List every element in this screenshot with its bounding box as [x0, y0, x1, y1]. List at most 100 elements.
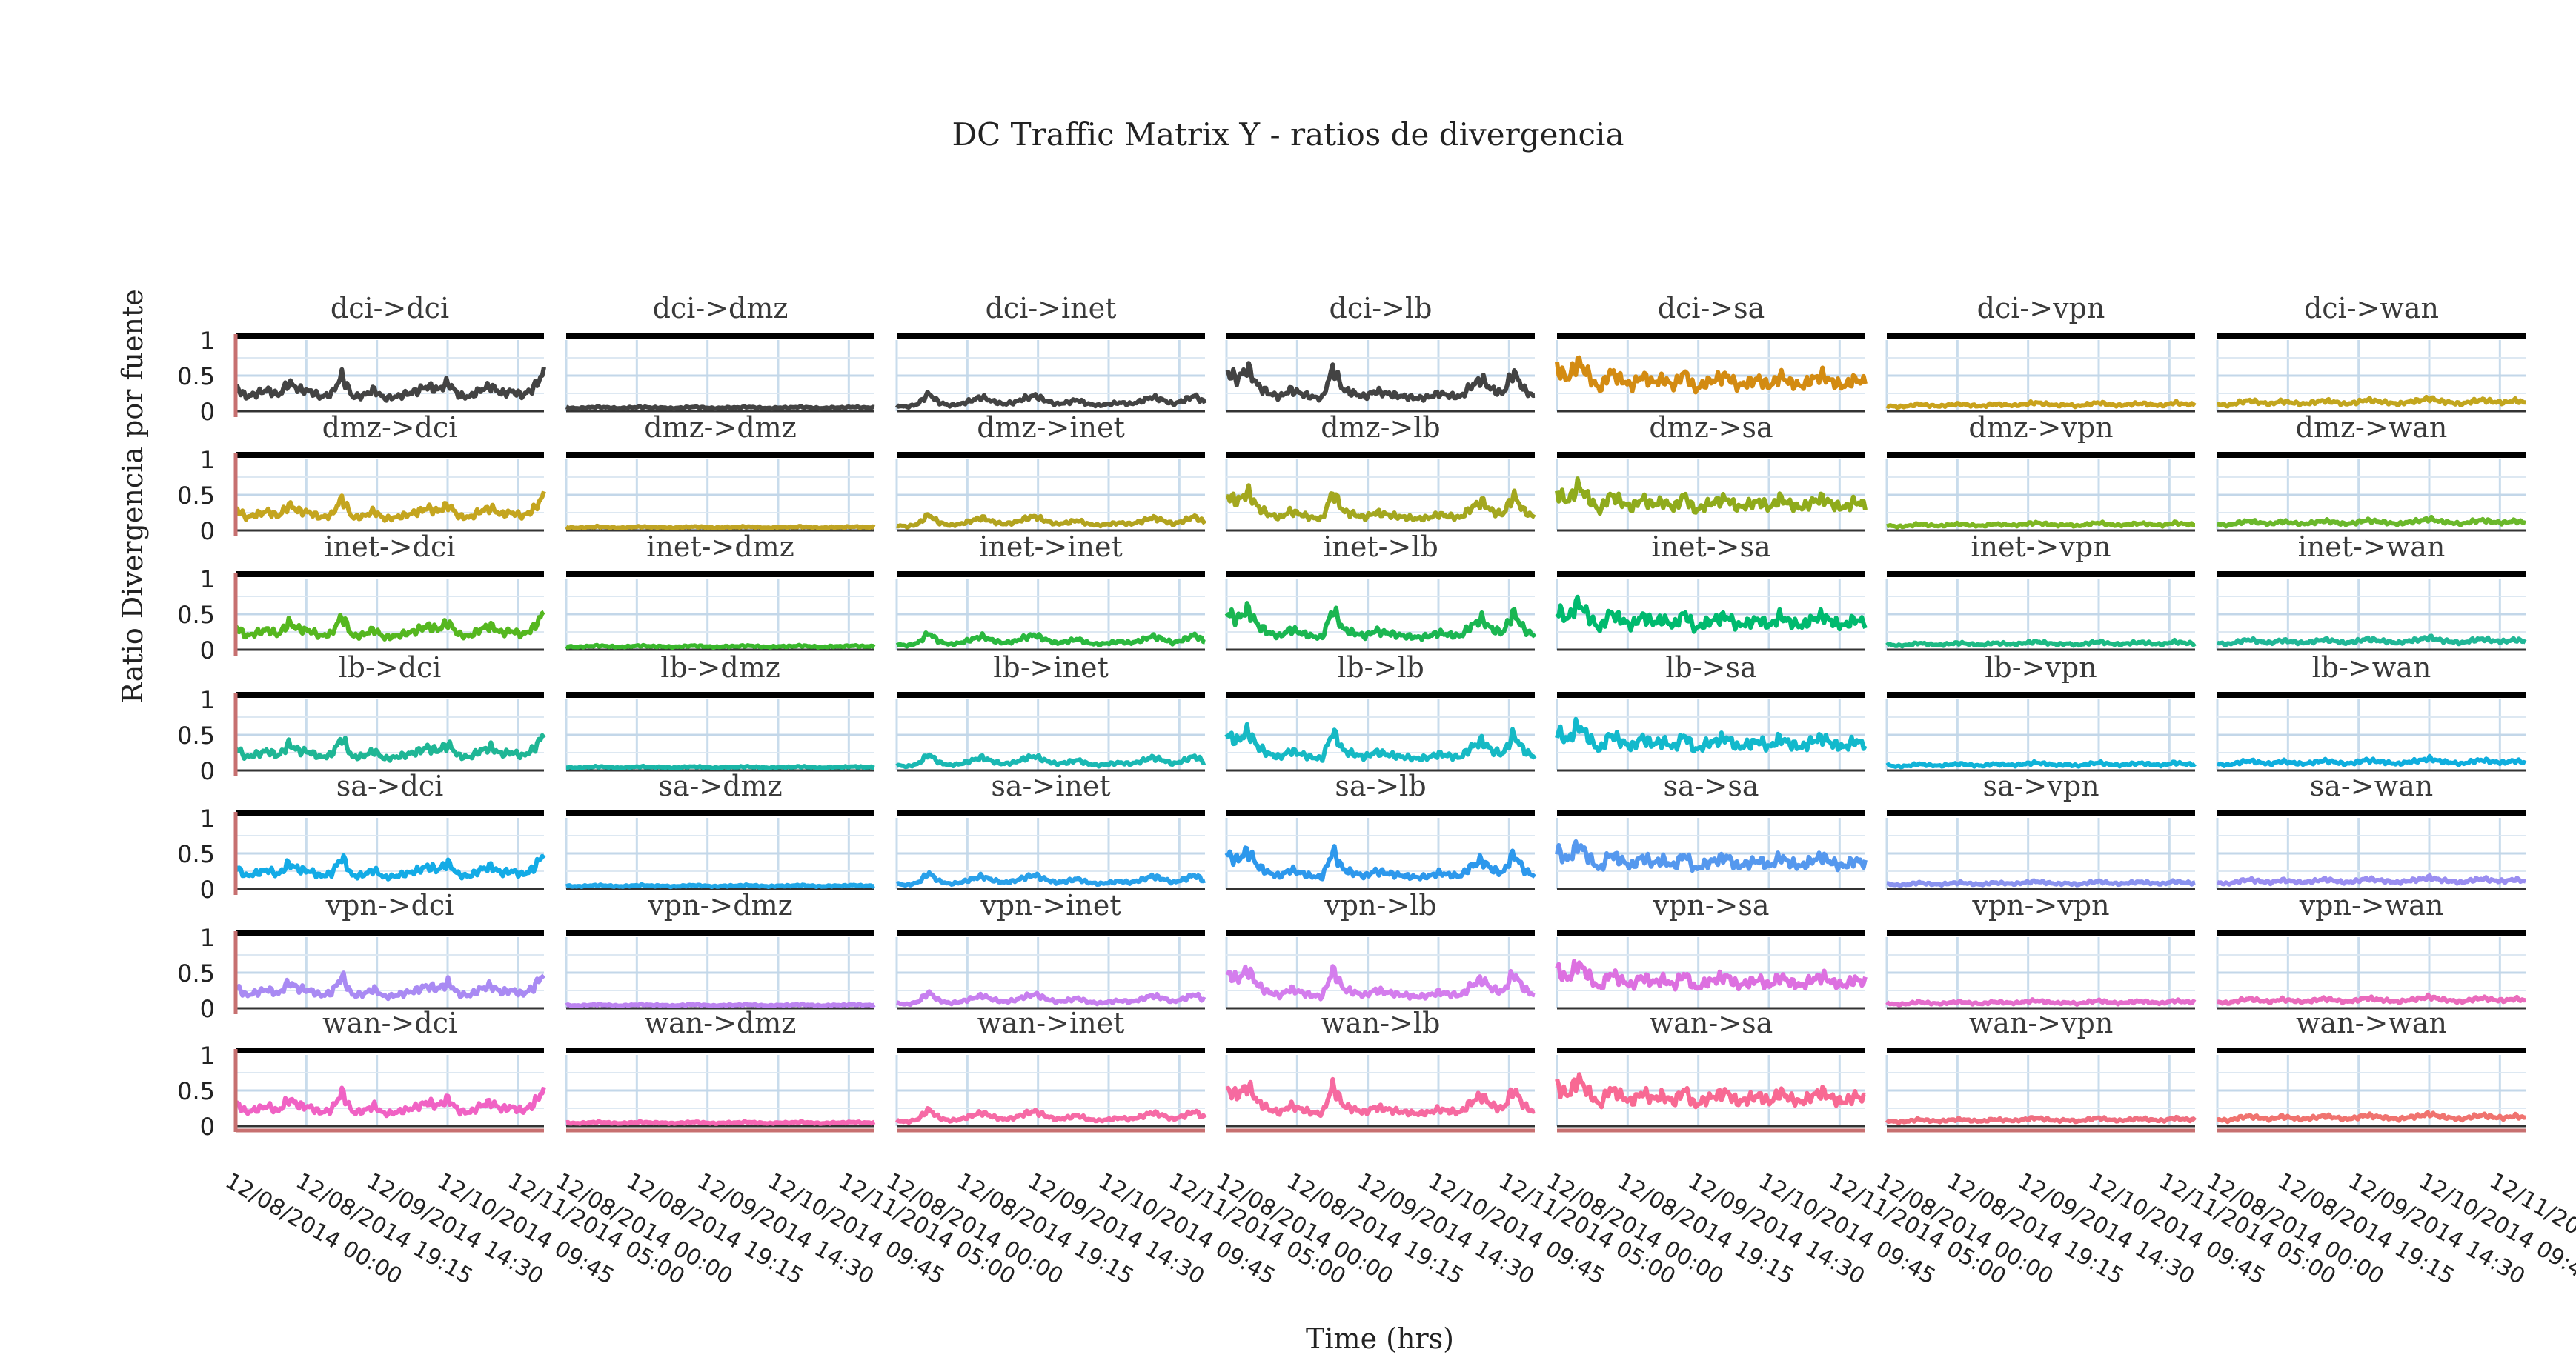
panel-vpn-to-dci: vpn->dci 0 0.5 1: [177, 889, 546, 1023]
panel-title: dmz->wan: [2296, 411, 2448, 444]
panel-title: sa->dmz: [658, 770, 782, 802]
panel-lb-to-sa: lb->sa: [1555, 651, 1868, 772]
panel-title: inet->vpn: [1971, 530, 2111, 563]
series-line: [1886, 519, 2196, 530]
panel-inet-to-dci: inet->dci 0 0.5 1: [177, 530, 545, 665]
y-tick-label: 0: [200, 398, 215, 426]
panel-vpn-to-sa: vpn->sa: [1555, 889, 1868, 1010]
y-axis-label: Ratio Divergencia por fuente: [116, 289, 149, 703]
panel-title: dci->dmz: [653, 292, 789, 324]
x-axis-label: Time (hrs): [1306, 1322, 1454, 1355]
series-line: [2217, 394, 2526, 409]
panel-inet-to-vpn: inet->vpn: [1885, 530, 2197, 651]
series-line: [2217, 753, 2527, 768]
panel-title: sa->vpn: [1982, 770, 2099, 802]
y-tick-label: 0.5: [177, 1077, 215, 1105]
y-tick-label: 1: [200, 327, 215, 355]
panel-title: lb->dmz: [660, 651, 780, 684]
y-tick-label: 0.5: [177, 362, 215, 390]
y-tick-label: 1: [200, 565, 215, 593]
series-line: [565, 404, 875, 411]
series-line: [895, 870, 1206, 888]
panel-title: inet->dmz: [646, 530, 794, 563]
series-line: [1555, 1072, 1866, 1110]
panel-title: vpn->vpn: [1971, 889, 2109, 922]
panel-title: sa->dci: [336, 770, 444, 802]
panel-dmz-to-lb: dmz->lb: [1225, 411, 1536, 532]
series-line: [2217, 992, 2526, 1006]
panel-sa-to-wan: sa->wan: [2216, 770, 2526, 890]
y-tick-label: 0: [200, 876, 215, 904]
panel-title: wan->inet: [977, 1007, 1125, 1039]
panel-dci-to-dmz: dci->dmz: [565, 292, 875, 413]
panel-lb-to-wan: lb->wan: [2216, 651, 2527, 772]
series-line: [894, 390, 1207, 410]
panel-title: dci->sa: [1658, 292, 1765, 324]
panel-dci-to-sa: dci->sa: [1555, 292, 1868, 413]
panel-title: vpn->lb: [1324, 889, 1436, 922]
series-line: [895, 630, 1206, 649]
series-line: [896, 512, 1207, 530]
y-tick-label: 0: [200, 995, 215, 1023]
series-line: [565, 763, 875, 770]
facet-panels: dci->dci 0 0.5 1 dci->dmz dci->inet dci->lb dci…: [177, 292, 2576, 1290]
series-line: [1226, 1076, 1536, 1119]
series-line: [2217, 514, 2526, 529]
panel-title: lb->vpn: [1985, 651, 2097, 684]
series-line: [234, 490, 546, 523]
series-line: [1225, 361, 1536, 403]
series-line: [565, 1119, 876, 1126]
panel-title: wan->dci: [322, 1007, 457, 1039]
panel-dci-to-lb: dci->lb: [1225, 292, 1536, 413]
panel-title: vpn->dmz: [647, 889, 792, 922]
y-tick-label: 0.5: [177, 601, 215, 629]
y-tick-label: 0.5: [177, 722, 215, 750]
panel-dmz-to-vpn: dmz->vpn: [1885, 411, 2196, 532]
series-line: [894, 1106, 1207, 1125]
panel-title: sa->lb: [1335, 770, 1426, 802]
series-line: [1555, 959, 1868, 992]
panel-inet-to-lb: inet->lb: [1224, 530, 1537, 651]
panel-lb-to-dci: lb->dci 0 0.5 1: [177, 651, 546, 785]
panel-title: lb->wan: [2312, 651, 2431, 684]
panel-dci-to-vpn: dci->vpn: [1885, 292, 2197, 413]
y-tick-label: 0: [200, 757, 215, 785]
series-line: [233, 970, 546, 1002]
series-line: [1885, 637, 2197, 649]
panel-sa-to-sa: sa->sa: [1555, 770, 1868, 890]
panel-title: lb->inet: [993, 651, 1109, 684]
y-tick-label: 0: [200, 1113, 215, 1141]
series-line: [896, 989, 1206, 1008]
y-tick-label: 1: [200, 805, 215, 833]
panel-vpn-to-wan: vpn->wan: [2216, 889, 2526, 1010]
panel-dci-to-inet: dci->inet: [894, 292, 1207, 413]
series-line: [233, 853, 546, 882]
panel-title: sa->sa: [1664, 770, 1759, 802]
panel-title: dci->vpn: [1977, 292, 2105, 324]
panel-title: sa->wan: [2310, 770, 2434, 802]
panel-dmz-to-wan: dmz->wan: [2216, 411, 2526, 532]
panel-vpn-to-lb: vpn->lb: [1225, 889, 1536, 1010]
panel-title: wan->wan: [2296, 1007, 2447, 1039]
series-line: [1885, 1114, 2197, 1125]
panel-title: inet->wan: [2298, 530, 2446, 563]
y-tick-label: 1: [200, 446, 215, 474]
panel-title: dmz->lb: [1321, 411, 1441, 444]
panel-title: lb->sa: [1665, 651, 1756, 684]
panel-title: wan->lb: [1321, 1007, 1441, 1039]
series-line: [1555, 716, 1868, 754]
panel-title: inet->lb: [1323, 530, 1438, 563]
panel-dmz-to-inet: dmz->inet: [895, 411, 1207, 532]
panel-inet-to-inet: inet->inet: [895, 530, 1206, 651]
panel-sa-to-vpn: sa->vpn: [1885, 770, 2196, 890]
series-line: [235, 1085, 546, 1119]
y-tick-label: 0.5: [177, 482, 215, 510]
panel-dmz-to-dmz: dmz->dmz: [565, 411, 876, 532]
y-tick-label: 1: [200, 1042, 215, 1070]
panel-dci-to-dci: dci->dci 0 0.5 1: [177, 292, 546, 426]
series-line: [895, 752, 1206, 770]
chart-title: DC Traffic Matrix Y - ratios de divergen…: [952, 116, 1624, 153]
panel-vpn-to-dmz: vpn->dmz: [565, 889, 876, 1010]
panel-title: wan->vpn: [1969, 1007, 2114, 1039]
